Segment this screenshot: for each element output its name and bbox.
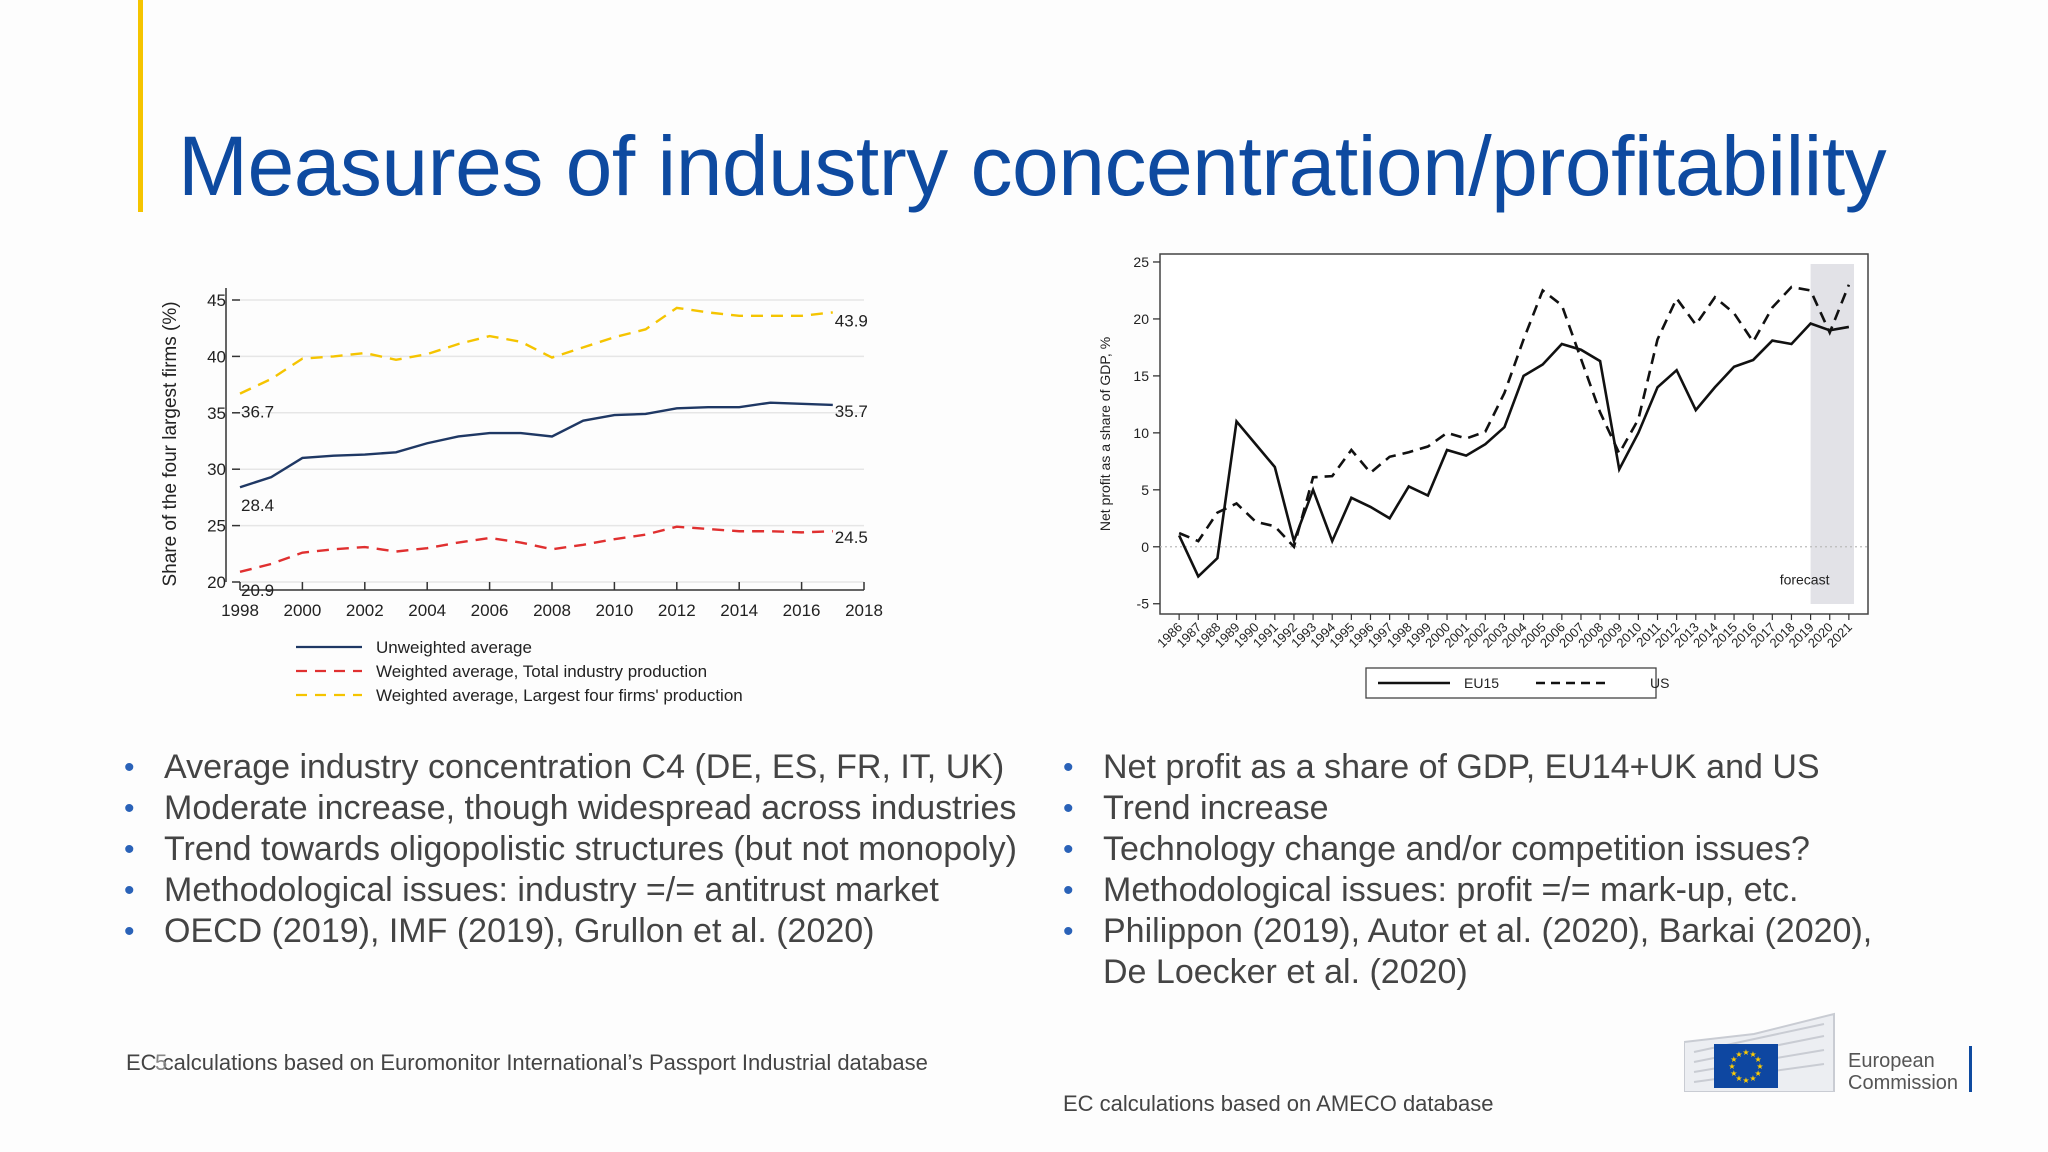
y-tick-label: 5	[1141, 482, 1149, 498]
bullet-item: OECD (2019), IMF (2019), Grullon et al. …	[124, 911, 1017, 952]
x-tick-label: 2014	[720, 601, 758, 620]
y-tick-label: 15	[1133, 368, 1149, 384]
slide-number: 5	[155, 1050, 168, 1075]
bullet-item: Methodological issues: industry =/= anti…	[124, 870, 1017, 911]
x-tick-label: 1998	[221, 601, 259, 620]
series-line	[1178, 284, 1851, 550]
x-tick-label: 2016	[783, 601, 821, 620]
y-tick-label: 30	[207, 460, 226, 479]
bullet-item: Trend towards oligopolistic structures (…	[124, 829, 1017, 870]
star-icon: ★	[1755, 1055, 1762, 1064]
x-tick-label: 2002	[346, 601, 384, 620]
y-axis-label: Share of the four largest firms (%)	[160, 301, 181, 586]
x-tick-label: 2010	[595, 601, 633, 620]
logo-divider	[1969, 1046, 1972, 1092]
ec-logo-text: European Commission	[1848, 1050, 1958, 1094]
star-icon: ★	[1735, 1074, 1742, 1083]
y-tick-label: -5	[1137, 596, 1150, 612]
eu-flag-stars: ★★★★★★★★★ ★ ★★	[1728, 1048, 1763, 1085]
legend-label: Unweighted average	[376, 638, 532, 657]
data-label: 43.9	[835, 311, 868, 330]
y-tick-label: 0	[1141, 539, 1149, 555]
legend-label: Weighted average, Total industry product…	[376, 662, 707, 681]
data-label: 20.9	[241, 581, 274, 600]
series-line	[239, 401, 833, 489]
star-icon: ★	[1742, 1076, 1749, 1085]
bullet-item: Average industry concentration C4 (DE, E…	[124, 747, 1017, 788]
bullet-item: Moderate increase, though widespread acr…	[124, 788, 1017, 829]
bullet-item: Technology change and/or competition iss…	[1063, 829, 1923, 870]
european-commission-logo: ★★★★★★★★★ ★ ★★	[1684, 1012, 1835, 1092]
legend-label: Weighted average, Largest four firms' pr…	[376, 686, 743, 705]
series-line	[1177, 321, 1850, 579]
logo-line-1: European	[1848, 1050, 1935, 1072]
bullet-item: Trend increase	[1063, 788, 1923, 829]
y-tick-label: 35	[207, 404, 226, 423]
star-icon: ★	[1728, 1062, 1735, 1071]
star-icon: ★	[1755, 1069, 1762, 1078]
star-icon: ★	[1756, 1062, 1763, 1071]
star-icon: ★	[1749, 1074, 1756, 1083]
bullet-list-right: Net profit as a share of GDP, EU14+UK an…	[1063, 747, 1923, 993]
eu-flag	[1714, 1044, 1778, 1088]
x-tick-label: 2008	[533, 601, 571, 620]
series-line	[239, 525, 833, 574]
bullet-item: Methodological issues: profit =/= mark-u…	[1063, 870, 1923, 911]
data-label: 36.7	[241, 403, 274, 422]
star-icon: ★	[1749, 1050, 1756, 1059]
y-tick-label: 20	[1133, 311, 1149, 327]
star-icon: ★	[1730, 1055, 1737, 1064]
bullet-item: Philippon (2019), Autor et al. (2020), B…	[1063, 911, 1923, 993]
series-line	[239, 306, 833, 395]
y-axis-label: Net profit as a share of GDP, %	[1097, 337, 1113, 531]
legend-label: EU15	[1464, 675, 1499, 691]
logo-line-2: Commission	[1848, 1072, 1959, 1094]
x-tick-label: 2012	[658, 601, 696, 620]
y-tick-label: 45	[207, 291, 226, 310]
source-note-right: EC calculations based on AMECO database	[1063, 1091, 1494, 1116]
legend-label: US	[1650, 675, 1669, 691]
accent-bar	[138, 0, 143, 212]
bullet-list-left: Average industry concentration C4 (DE, E…	[124, 747, 1017, 952]
x-tick-label: 2006	[471, 601, 509, 620]
y-tick-label: 20	[207, 573, 226, 592]
star-icon: ★	[1730, 1069, 1737, 1078]
y-tick-label: 10	[1133, 425, 1149, 441]
y-tick-label: 25	[1133, 254, 1149, 270]
data-label: 24.5	[835, 528, 868, 547]
plot-frame	[1159, 253, 1869, 615]
bullet-item: Net profit as a share of GDP, EU14+UK an…	[1063, 747, 1923, 788]
star-icon: ★	[1742, 1048, 1749, 1057]
forecast-band	[1810, 264, 1854, 604]
page-title: Measures of industry concentration/profi…	[178, 119, 1887, 213]
x-tick-label: 2018	[845, 601, 883, 620]
data-label: 35.7	[835, 402, 868, 421]
y-tick-label: 40	[207, 347, 226, 366]
forecast-label: forecast	[1780, 571, 1830, 587]
star-icon: ★	[1735, 1050, 1742, 1059]
source-note-left: EC calculations based on Euromonitor Int…	[126, 1050, 928, 1075]
x-tick-label: 2000	[283, 601, 321, 620]
x-tick-label: 2004	[408, 601, 446, 620]
y-tick-label: 25	[207, 517, 226, 536]
data-label: 28.4	[241, 496, 274, 515]
